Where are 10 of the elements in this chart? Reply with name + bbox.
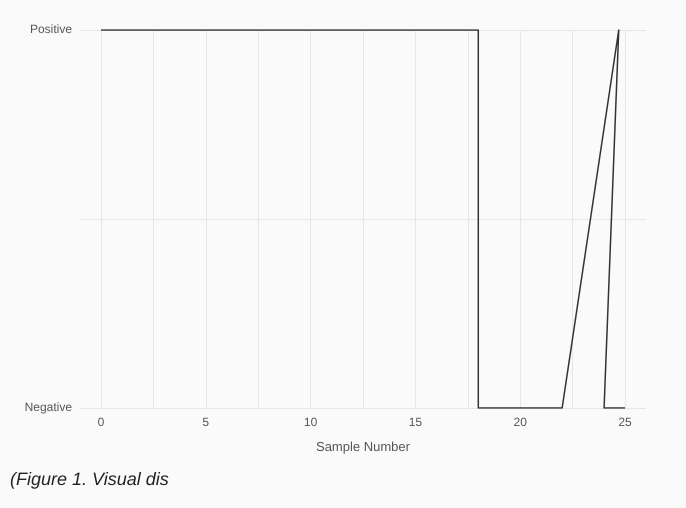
x-tick-label: 20	[514, 415, 528, 429]
x-tick-label: 0	[98, 415, 105, 429]
text: Positive	[30, 22, 72, 36]
x-tick-label: 25	[618, 415, 632, 429]
x-tick-label: 15	[408, 415, 422, 429]
x-axis-title: Sample Number	[316, 439, 411, 454]
x-tick-label: 10	[304, 415, 318, 429]
text: (Figure 1. Visual dis	[10, 469, 169, 489]
text: Negative	[24, 400, 72, 414]
x-tick-label: 5	[202, 415, 210, 429]
